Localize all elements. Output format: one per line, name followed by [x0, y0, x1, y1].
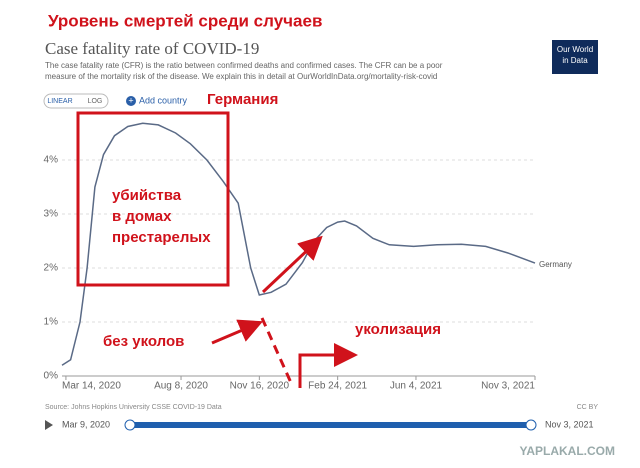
country-label: Германия [207, 91, 278, 108]
watermark: YAPLAKAL.COM [519, 444, 615, 458]
y-tick-label: 1% [44, 317, 59, 328]
timeline-end: Nov 3, 2021 [545, 419, 594, 429]
arrow [298, 343, 358, 388]
x-tick-label: Jun 4, 2021 [390, 381, 443, 392]
plot: 0% 1% 2% 3% 4% Mar 14, 2020 Aug 8, 2020 Nov 16,… [44, 122, 572, 392]
x-tick-label: Feb 24, 2021 [308, 381, 367, 392]
add-country[interactable]: Add country [139, 95, 188, 105]
timeline-handle[interactable] [525, 419, 537, 431]
note: в домах [112, 208, 172, 225]
y-tick-label: 2% [44, 263, 59, 274]
arrow [261, 235, 323, 294]
log-button[interactable]: LOG [88, 98, 103, 105]
add-icon-plus: + [128, 95, 133, 105]
arrow [211, 319, 264, 345]
timeline-handle[interactable] [124, 419, 136, 431]
y-tick-label: 0% [44, 371, 59, 382]
note: уколизация [355, 321, 441, 338]
scale-toggle[interactable] [43, 93, 109, 109]
x-tick-label: Nov 3, 2021 [481, 381, 535, 392]
x-tick-label: Aug 8, 2020 [154, 381, 208, 392]
subtitle: measure of the mortality risk of the dis… [45, 72, 437, 81]
x-tick-label: Nov 16, 2020 [230, 381, 290, 392]
note: престарелых [112, 229, 211, 246]
y-tick-label: 4% [44, 155, 59, 166]
note: убийства [112, 187, 182, 204]
note: без уколов [103, 333, 184, 350]
license: CC BY [577, 404, 599, 411]
chart-title: Case fatality rate of COVID-19 [45, 39, 259, 58]
add-icon[interactable] [126, 96, 136, 106]
y-tick-label: 3% [44, 209, 59, 220]
logo [552, 40, 598, 74]
highlight-box [76, 111, 230, 287]
logo-text: in Data [562, 56, 588, 65]
play-button[interactable] [45, 420, 53, 430]
line [61, 122, 536, 366]
subtitle: The case fatality rate (CFR) is the rati… [45, 61, 443, 70]
x-tick-label: Mar 14, 2020 [62, 381, 121, 392]
source: Source: Johns Hopkins University CSSE CO… [45, 404, 222, 411]
series-label: Germany [539, 260, 572, 269]
logo-text: Our World [557, 45, 593, 54]
timeline-start: Mar 9, 2020 [62, 419, 110, 429]
headline: Уровень смертей среди случаев [48, 11, 322, 30]
linear-button[interactable]: LINEAR [47, 98, 72, 105]
dashed-line [260, 317, 294, 386]
